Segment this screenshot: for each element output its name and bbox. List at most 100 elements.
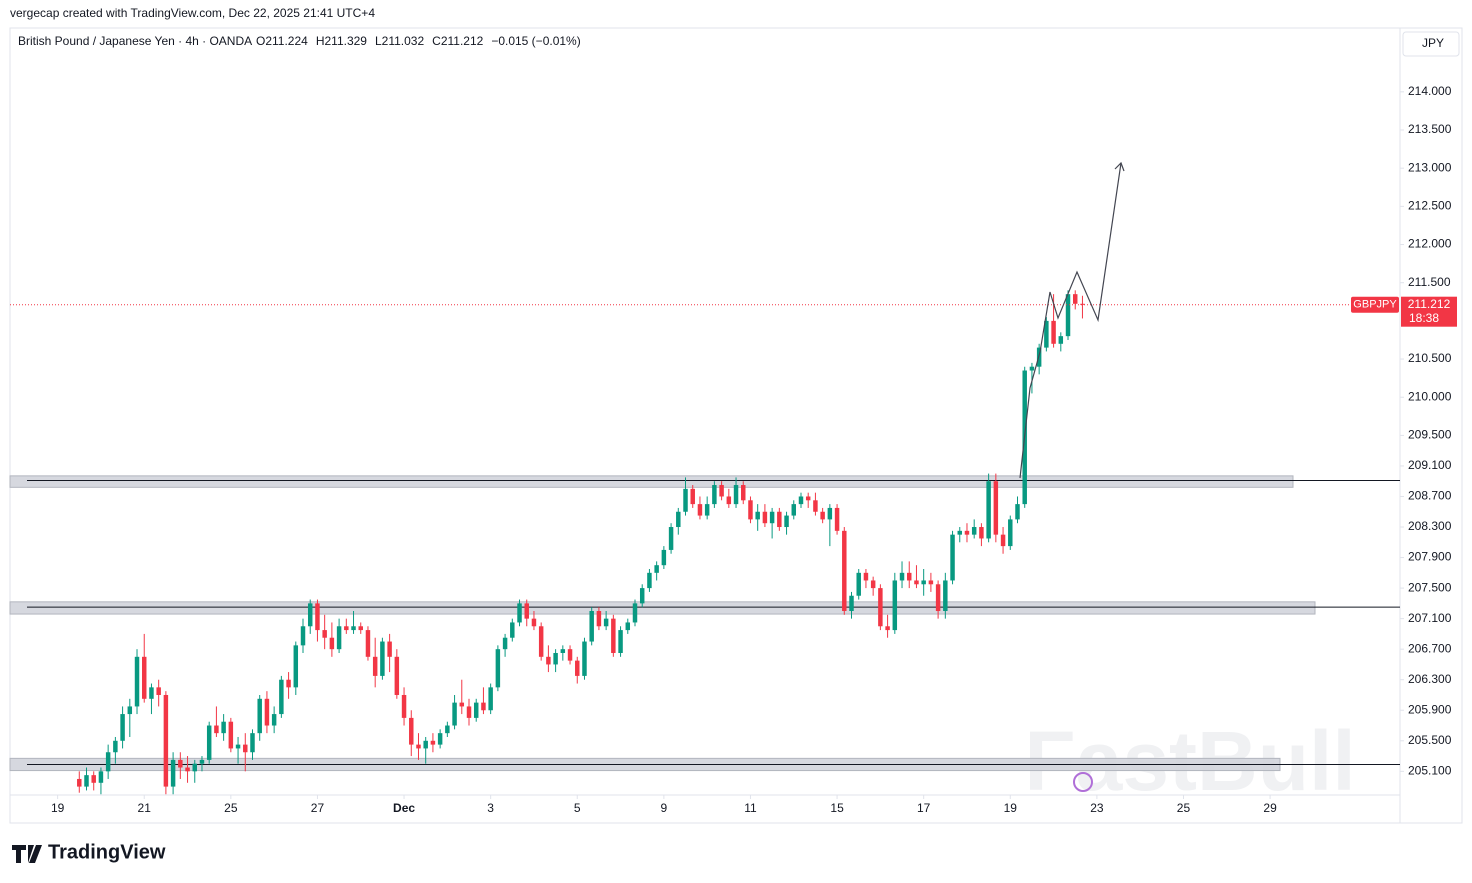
- candle-body: [1044, 320, 1049, 348]
- candle-body: [726, 496, 732, 505]
- y-tick-label: 206.300: [1408, 672, 1452, 686]
- y-tick-label: 208.300: [1408, 519, 1452, 533]
- candle-body: [589, 611, 594, 642]
- candle-body: [466, 706, 472, 718]
- candle-body: [98, 771, 104, 783]
- candle-body: [791, 504, 797, 516]
- currency-button[interactable]: [1402, 31, 1460, 57]
- candle-body: [668, 527, 674, 550]
- y-tick-label: 212.000: [1408, 237, 1452, 251]
- candle-body: [358, 626, 363, 631]
- candle-body: [214, 725, 219, 734]
- candle-body: [307, 603, 313, 627]
- candle-body: [401, 694, 407, 718]
- y-tick-label: 210.000: [1408, 389, 1452, 403]
- drawing-arrowhead: [1114, 161, 1125, 172]
- x-tick-label: Dec: [393, 801, 415, 815]
- candle-body: [77, 778, 82, 787]
- candle-body: [199, 759, 205, 764]
- candle-body: [596, 611, 602, 627]
- candle-body: [892, 580, 898, 631]
- candle-body: [488, 687, 493, 711]
- candle-body: [264, 698, 270, 726]
- y-tick-label: 205.100: [1408, 764, 1452, 778]
- candle-body: [192, 763, 197, 772]
- candle-body: [914, 580, 919, 585]
- y-tick-label: 211.500: [1408, 275, 1451, 289]
- candle-body: [228, 721, 234, 749]
- candle-body: [430, 740, 436, 745]
- candle-body: [899, 572, 905, 581]
- x-tick-label: 21: [138, 801, 152, 815]
- candle-body: [567, 649, 573, 661]
- y-tick-label: 209.500: [1408, 428, 1452, 442]
- candle-body: [690, 488, 695, 505]
- x-tick-label: 3: [487, 801, 494, 815]
- candle-body: [928, 580, 934, 585]
- candle-body: [344, 626, 349, 631]
- candle-body: [221, 721, 226, 734]
- candle-body: [1029, 366, 1035, 371]
- candle-body: [733, 485, 739, 505]
- candle-body: [1015, 504, 1020, 520]
- logo: TradingView: [12, 841, 166, 863]
- candle-body: [170, 759, 176, 787]
- x-tick-label: 27: [311, 801, 325, 815]
- candle-body: [243, 744, 248, 753]
- x-tick-label: 15: [830, 801, 844, 815]
- candle-body: [1072, 294, 1078, 304]
- candle-body: [697, 504, 703, 516]
- candle-body: [704, 504, 710, 516]
- candle-body: [510, 622, 515, 638]
- candle-body: [235, 744, 241, 749]
- candle-body: [820, 511, 825, 520]
- y-tick-label: 207.500: [1408, 580, 1452, 594]
- candle-body: [1051, 320, 1056, 344]
- candle-body: [878, 588, 883, 627]
- candle-body: [1000, 534, 1006, 547]
- symbol-title: British Pound / Japanese Yen · 4h · OAND…: [18, 34, 252, 48]
- symbol-tag-text: GBPJPY: [1353, 299, 1397, 311]
- candle-body: [611, 618, 616, 653]
- candle-body: [683, 488, 688, 512]
- candle-body: [618, 630, 623, 653]
- candle-body: [798, 496, 804, 505]
- attribution: vergecap created with TradingView.com, D…: [10, 6, 375, 20]
- candle-body: [120, 714, 125, 741]
- candle-body: [993, 481, 999, 535]
- candle-body: [1058, 336, 1064, 344]
- candle-body: [134, 656, 140, 707]
- candle-body: [452, 702, 457, 726]
- candle-body: [495, 649, 501, 688]
- candle-body: [834, 507, 840, 531]
- candle-body: [639, 588, 645, 604]
- drawing-path: [1019, 162, 1122, 479]
- candle-body: [372, 656, 378, 676]
- candle-body: [365, 630, 371, 657]
- candle-body: [300, 626, 306, 646]
- countdown: 18:38: [1409, 311, 1439, 325]
- candle-body: [553, 652, 558, 665]
- candle-body: [986, 481, 991, 539]
- x-tick-label: 29: [1263, 801, 1277, 815]
- candle-body: [531, 618, 537, 627]
- candle-body: [1008, 519, 1013, 547]
- currency[interactable]: JPY: [1422, 36, 1444, 50]
- candle-body: [1080, 303, 1085, 305]
- candle-body: [957, 530, 962, 535]
- candle-body: [741, 485, 746, 501]
- candle-body: [127, 706, 133, 715]
- candle-body: [459, 702, 465, 707]
- ohlc-value: C211.212: [432, 34, 483, 48]
- candle-body: [921, 580, 926, 585]
- candle-body: [964, 530, 970, 535]
- candle-body: [632, 603, 638, 623]
- y-tick-label: 207.900: [1408, 550, 1452, 564]
- x-tick-label: 9: [661, 801, 668, 815]
- candle-body: [538, 626, 544, 657]
- candle-body: [473, 702, 479, 718]
- candle-body: [935, 584, 941, 612]
- candle-body: [979, 527, 984, 539]
- candle-body: [149, 687, 154, 699]
- y-tick-label: 205.500: [1408, 733, 1452, 747]
